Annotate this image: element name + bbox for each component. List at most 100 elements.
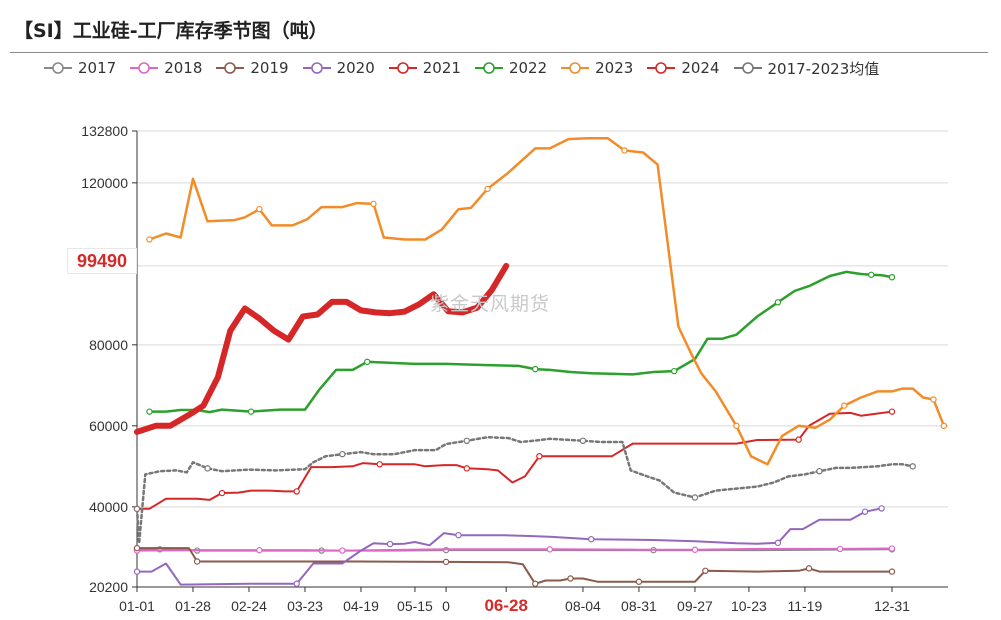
data-point bbox=[218, 489, 226, 497]
x-tick-label: 04-19 bbox=[343, 598, 379, 614]
data-point bbox=[868, 271, 875, 278]
x-tick-label: 11-19 bbox=[787, 598, 822, 614]
data-point bbox=[364, 358, 371, 366]
legend-marker-icon bbox=[216, 62, 245, 74]
latest-value-label: 99490 bbox=[67, 248, 137, 274]
data-point bbox=[376, 461, 383, 468]
x-axis: 01-01 01-28 02-24 03-23 04-19 05-15 0 06-28 08-0… bbox=[119, 586, 948, 615]
data-point bbox=[878, 505, 885, 512]
legend-marker-icon bbox=[388, 62, 417, 74]
data-point bbox=[463, 465, 470, 472]
data-point bbox=[532, 580, 539, 587]
legend-marker-icon bbox=[44, 62, 72, 74]
data-point bbox=[133, 544, 141, 552]
legend-item[interactable]: 2017 bbox=[44, 59, 116, 77]
data-point bbox=[256, 546, 263, 554]
data-point bbox=[805, 565, 813, 572]
data-point bbox=[579, 437, 587, 445]
y-tick-label: 80000 bbox=[89, 337, 128, 353]
data-point bbox=[463, 437, 470, 445]
x-tick-label: 06-28 bbox=[484, 596, 527, 615]
legend-item[interactable]: 2021 bbox=[388, 59, 461, 77]
series-line bbox=[136, 547, 893, 552]
legend-item[interactable]: 2023 bbox=[561, 59, 633, 77]
data-point bbox=[588, 536, 595, 543]
x-tick-label: 02-24 bbox=[231, 598, 267, 614]
data-point bbox=[888, 408, 896, 415]
y-tick-label: 40000 bbox=[89, 499, 128, 515]
data-point bbox=[133, 505, 141, 513]
series-2018 bbox=[133, 545, 896, 554]
legend-marker-icon bbox=[561, 62, 590, 74]
legend-label: 2017-2023均值 bbox=[767, 59, 880, 78]
data-point bbox=[909, 463, 916, 470]
legend-label: 2020 bbox=[336, 59, 375, 77]
legend-item[interactable]: 2022 bbox=[474, 59, 547, 77]
data-point bbox=[546, 546, 553, 553]
data-point bbox=[484, 185, 491, 193]
legend-label: 2021 bbox=[422, 59, 461, 77]
data-point bbox=[146, 408, 153, 415]
legend-item[interactable]: 2020 bbox=[302, 59, 375, 77]
data-point bbox=[836, 545, 844, 553]
x-tick-label: 12-31 bbox=[874, 598, 910, 614]
series-2021 bbox=[133, 408, 896, 513]
title-divider bbox=[10, 52, 988, 53]
data-point bbox=[293, 488, 300, 495]
data-point bbox=[888, 273, 896, 281]
data-point bbox=[193, 558, 201, 565]
series-line bbox=[136, 410, 893, 510]
x-tick-label: 05-15 bbox=[397, 598, 433, 614]
data-point bbox=[386, 540, 394, 548]
data-point bbox=[455, 531, 462, 539]
data-point bbox=[339, 547, 346, 554]
data-point bbox=[671, 367, 678, 375]
series-2023 bbox=[146, 137, 948, 466]
x-tick-label: 09-27 bbox=[677, 598, 713, 614]
x-tick-label: 01-01 bbox=[119, 598, 155, 614]
series-line bbox=[148, 137, 946, 466]
legend-marker-icon bbox=[130, 62, 159, 74]
legend-marker-icon bbox=[302, 62, 331, 74]
y-tick-label: 132800 bbox=[81, 123, 128, 139]
x-tick-label: 08-31 bbox=[621, 598, 657, 614]
data-point bbox=[293, 580, 300, 587]
legend-item[interactable]: 2024 bbox=[647, 59, 720, 77]
data-point bbox=[774, 539, 782, 547]
legend-item[interactable]: 2019 bbox=[216, 59, 289, 77]
legend-item[interactable]: 2018 bbox=[130, 59, 202, 77]
data-point bbox=[339, 450, 346, 458]
legend-marker-icon bbox=[474, 62, 503, 74]
series-2024 bbox=[134, 262, 510, 435]
series-2019 bbox=[133, 544, 896, 587]
data-point bbox=[888, 568, 896, 575]
gridlines bbox=[137, 130, 948, 588]
series-2020 bbox=[133, 505, 885, 587]
data-point bbox=[635, 578, 643, 585]
series-line bbox=[136, 547, 893, 585]
data-point bbox=[621, 147, 628, 154]
legend-item[interactable]: 2017-2023均值 bbox=[733, 58, 880, 79]
data-point bbox=[774, 299, 782, 306]
legend-label: 2024 bbox=[681, 59, 720, 77]
legend-label: 2023 bbox=[595, 59, 634, 77]
data-point bbox=[861, 508, 869, 515]
data-point bbox=[567, 575, 574, 582]
legend: 2017 2018 2019 2020 2021 2022 2023 2024 2017-202… bbox=[44, 58, 893, 78]
data-point bbox=[204, 465, 211, 472]
data-point bbox=[146, 236, 153, 243]
series-line bbox=[136, 507, 883, 586]
y-tick-label: 120000 bbox=[81, 175, 128, 191]
y-axis: 20200 40000 60000 80000 120000 132800 bbox=[81, 123, 138, 595]
x-tick-label: 08-04 bbox=[565, 598, 601, 614]
data-point bbox=[691, 494, 699, 501]
series-2022 bbox=[146, 270, 896, 415]
data-point bbox=[536, 452, 543, 460]
data-point bbox=[940, 422, 948, 430]
data-point bbox=[841, 402, 848, 409]
data-point bbox=[733, 422, 740, 430]
chart-title: 【SI】工业硅-工厂库存季节图（吨） bbox=[14, 20, 328, 42]
data-point bbox=[133, 568, 141, 575]
watermark: 紫金天风期货 bbox=[430, 293, 551, 315]
